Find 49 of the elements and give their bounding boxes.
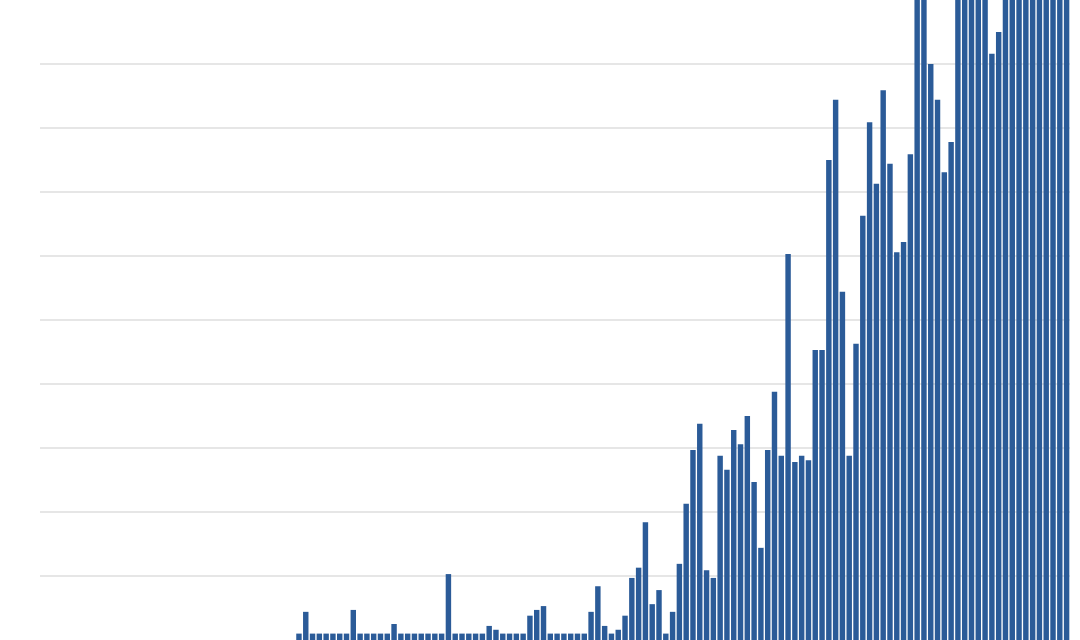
bar (391, 624, 397, 640)
bar (744, 416, 751, 640)
bar (731, 430, 737, 640)
bar (961, 0, 968, 640)
bar (1036, 0, 1043, 640)
bar (561, 633, 567, 640)
bar (330, 633, 336, 640)
bar (554, 633, 560, 640)
bar (595, 586, 601, 640)
bar (1063, 0, 1070, 640)
bar (445, 574, 452, 640)
bar (1050, 0, 1056, 640)
bar (493, 629, 499, 640)
bar (914, 0, 920, 640)
bar (866, 122, 873, 640)
bar (880, 90, 886, 640)
bar (323, 633, 329, 640)
bar (656, 590, 662, 640)
bar (982, 0, 988, 640)
bar (975, 0, 981, 640)
bar (364, 633, 370, 640)
bar (527, 615, 533, 640)
bar (697, 423, 703, 640)
bar (432, 633, 438, 640)
bar (785, 254, 791, 640)
bar (466, 633, 472, 640)
bar (350, 609, 357, 640)
bar (486, 625, 492, 640)
bar (968, 0, 975, 640)
bar (1029, 0, 1036, 640)
bar (1043, 0, 1049, 640)
bar (1023, 0, 1029, 640)
bar (1057, 0, 1063, 640)
bar (303, 611, 309, 640)
bar (1002, 0, 1009, 640)
bar (921, 0, 927, 640)
bar (1016, 0, 1022, 640)
bar (717, 455, 723, 640)
bar (459, 633, 465, 640)
bar (540, 606, 547, 640)
bar (832, 99, 839, 640)
bar (425, 633, 431, 640)
bar (798, 455, 805, 640)
bar (1009, 0, 1015, 640)
bar (534, 609, 540, 640)
bar (642, 522, 649, 640)
bar (771, 391, 778, 640)
bar (812, 350, 818, 640)
bar (955, 0, 961, 640)
